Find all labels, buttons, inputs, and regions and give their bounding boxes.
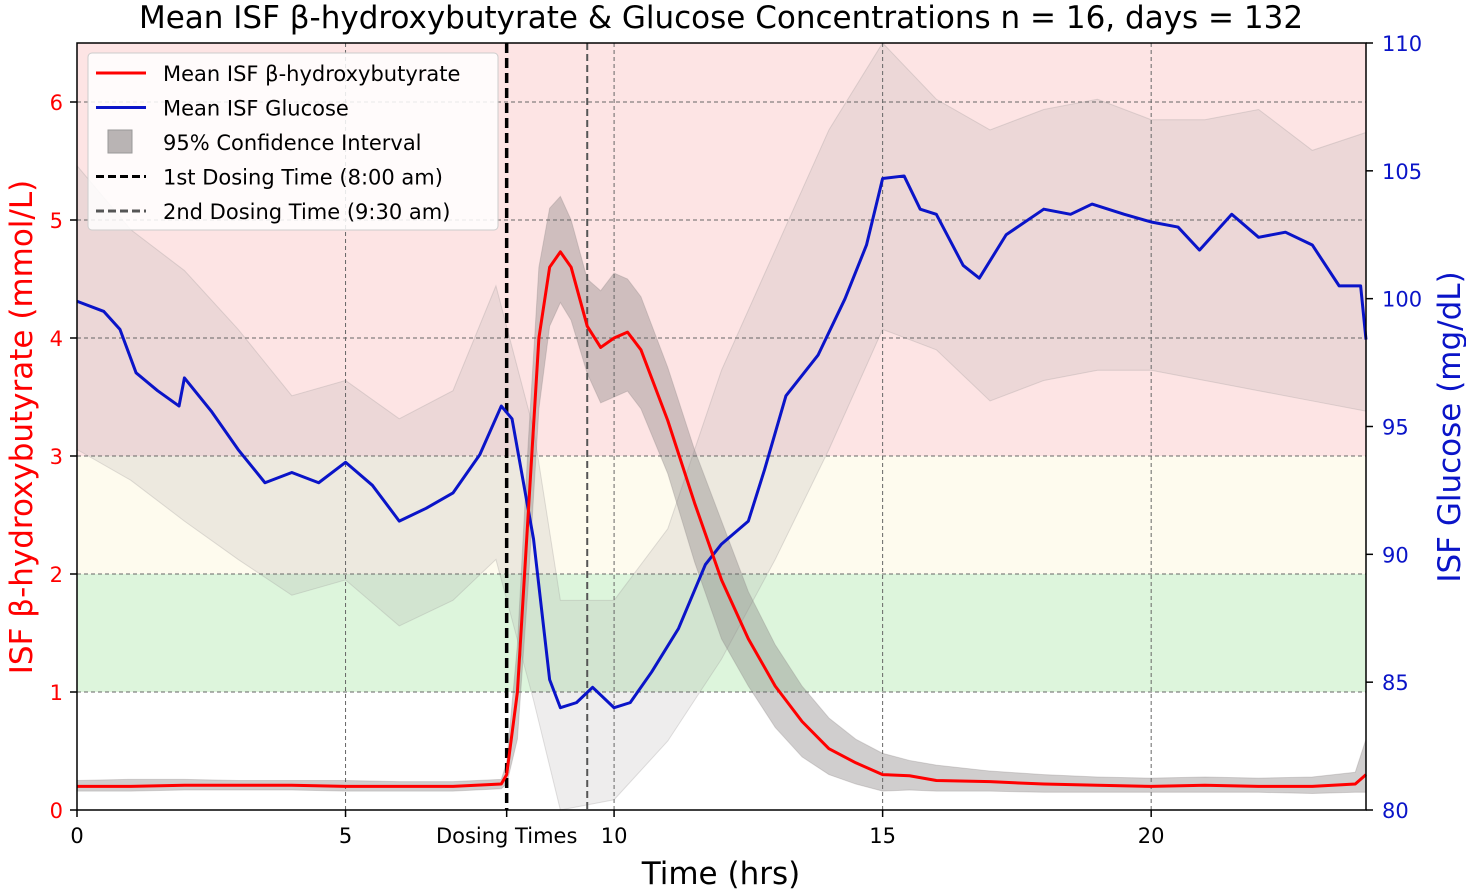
x-tick-label: 20	[1138, 824, 1165, 848]
legend: Mean ISF β-hydroxybutyrate Mean ISF Gluco…	[87, 52, 499, 231]
y-right-tick-label: 85	[1382, 671, 1409, 695]
legend-ci-swatch	[107, 129, 133, 154]
legend-label: 95% Confidence Interval	[163, 131, 422, 155]
y-left-tick-label: 6	[50, 91, 63, 115]
y-left-tick-label: 5	[50, 209, 63, 233]
y-left-tick-label: 3	[50, 445, 63, 469]
x-tick-label: 15	[869, 824, 896, 848]
x-axis-label: Time (hrs)	[641, 856, 800, 890]
x-tick-label: 5	[339, 824, 352, 848]
legend-label: Mean ISF Glucose	[163, 97, 349, 121]
legend-label: Mean ISF β-hydroxybutyrate	[163, 62, 460, 86]
y-right-axis-label: ISF Glucose (mg/dL)	[1432, 271, 1466, 582]
glucose-line	[76, 174, 1368, 710]
dosing-times-tick-label: Dosing Times	[436, 824, 577, 848]
y-left-tick-label: 2	[50, 563, 63, 587]
legend-box	[87, 52, 499, 231]
chart-title: Mean ISF β-hydroxybutyrate & Glucose Con…	[139, 0, 1303, 36]
y-right-tick-label: 100	[1382, 288, 1422, 312]
x-tick-label: 10	[601, 824, 628, 848]
y-left-tick-label: 4	[50, 327, 63, 351]
x-tick-label: 0	[70, 824, 83, 848]
y-right-tick-label: 80	[1382, 799, 1409, 823]
y-right-tick-label: 105	[1382, 160, 1422, 184]
bhb-line	[77, 250, 1367, 788]
y-left-axis-label: ISF β-hydroxybutyrate (mmol/L)	[4, 180, 40, 674]
legend-label: 2nd Dosing Time (9:30 am)	[163, 200, 450, 224]
y-right-tick-label: 90	[1382, 543, 1409, 567]
y-right-tick-label: 95	[1382, 416, 1409, 440]
y-right-tick-label: 110	[1382, 32, 1422, 56]
legend-label: 1st Dosing Time (8:00 am)	[163, 166, 443, 190]
y-left-tick-label: 0	[50, 799, 63, 823]
y-left-tick-label: 1	[50, 681, 63, 705]
